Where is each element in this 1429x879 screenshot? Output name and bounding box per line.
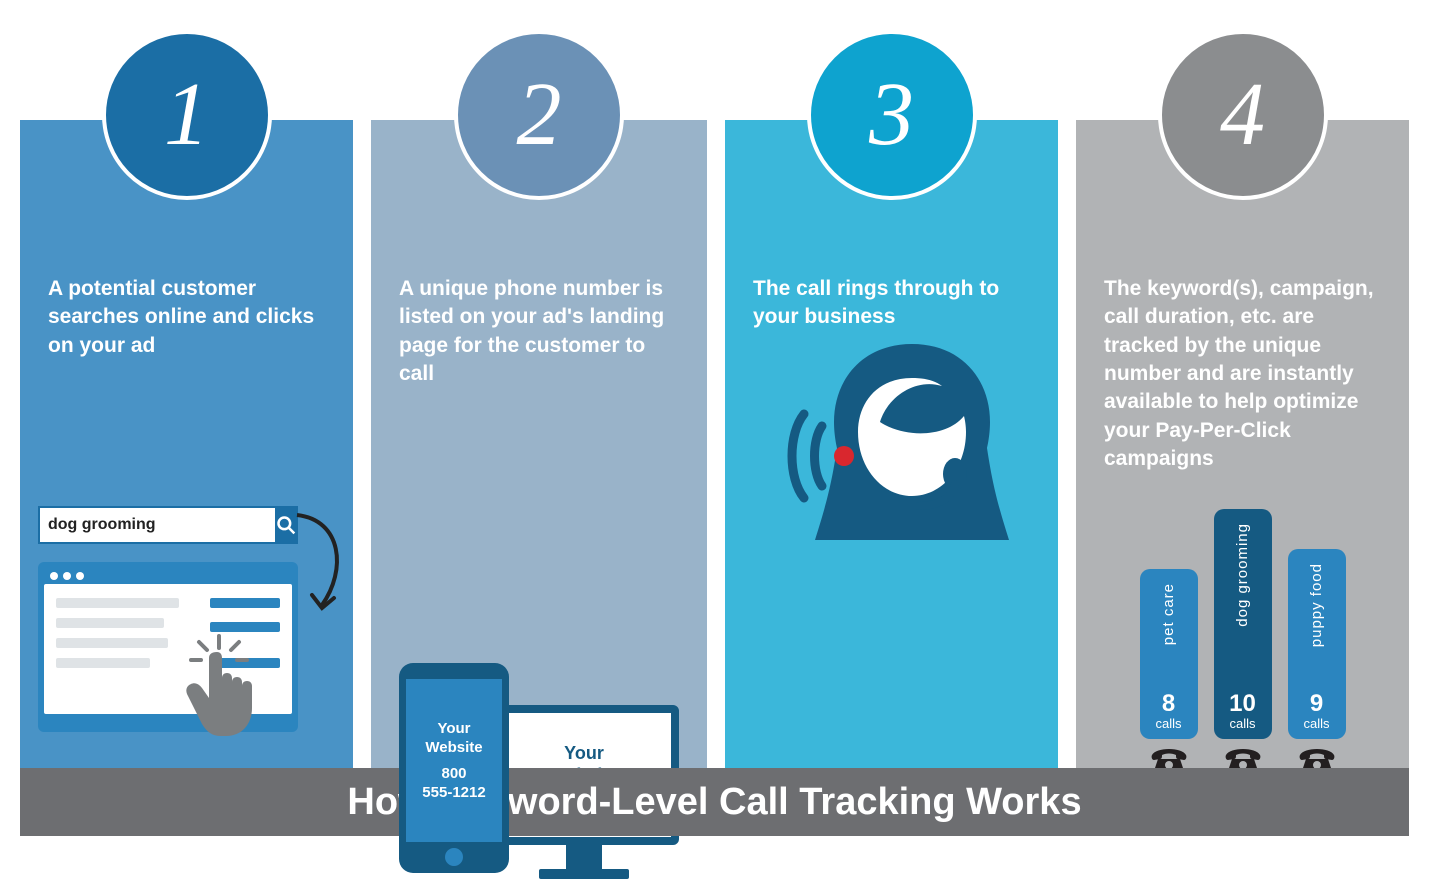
phone-screen: Your Website 800 555-1212 (406, 679, 502, 842)
phone-website-label: Your Website (419, 719, 489, 758)
bar-count: 9 (1310, 692, 1323, 716)
step-1-illustration (20, 506, 353, 786)
phone-number-line1: 800 (441, 764, 466, 784)
step-1-panel: 1 A potential customer searches online a… (20, 120, 353, 800)
smartphone-icon: Your Website 800 555-1212 (399, 663, 509, 873)
browser-dots (44, 568, 292, 584)
infographic: 1 A potential customer searches online a… (0, 0, 1429, 864)
step-3-number: 3 (869, 70, 914, 160)
search-bar (38, 506, 298, 544)
step-2-text: A unique phone number is listed on your … (399, 275, 679, 388)
bar-unit: calls (1303, 716, 1329, 731)
step-1-number: 1 (164, 70, 209, 160)
title-bar: How Keyword-Level Call Tracking Works (20, 768, 1409, 836)
step-2-panel: 2 A unique phone number is listed on you… (371, 120, 707, 800)
step-4-number: 4 (1220, 70, 1265, 160)
step-4-badge: 4 (1158, 30, 1328, 200)
step-1-badge: 1 (102, 30, 272, 200)
step-2-number: 2 (517, 70, 562, 160)
browser-window (38, 562, 298, 732)
bar-unit: calls (1229, 716, 1255, 731)
phone-number-line2: 555-1212 (422, 783, 485, 803)
bar-dog grooming: dog grooming 10calls (1214, 509, 1272, 778)
bar-count: 8 (1162, 692, 1175, 716)
arrow-icon (292, 510, 352, 620)
step-4-chart: pet care8callsdog grooming10callspuppy f… (1076, 106, 1409, 786)
step-2-badge: 2 (454, 30, 624, 200)
call-agent-icon (752, 326, 1032, 566)
steps-row: 1 A potential customer searches online a… (20, 120, 1409, 800)
step-3-panel: 3 The call rings through to your busines… (725, 120, 1058, 800)
bar-keyword: puppy food (1308, 563, 1325, 647)
search-input[interactable] (40, 516, 275, 534)
step-3-illustration (725, 106, 1058, 786)
bar-keyword: dog grooming (1234, 523, 1251, 627)
cursor-hand-icon (179, 634, 269, 744)
bar-keyword: pet care (1160, 583, 1177, 645)
bar-puppy food: puppy food 9calls (1288, 549, 1346, 778)
step-3-badge: 3 (807, 30, 977, 200)
browser-page (44, 584, 292, 714)
bar-unit: calls (1155, 716, 1181, 731)
bar-pet care: pet care 8calls (1140, 569, 1198, 778)
step-4-panel: 4 The keyword(s), campaign, call duratio… (1076, 120, 1409, 800)
step-1-text: A potential customer searches online and… (48, 275, 325, 360)
bar-count: 10 (1229, 692, 1256, 716)
